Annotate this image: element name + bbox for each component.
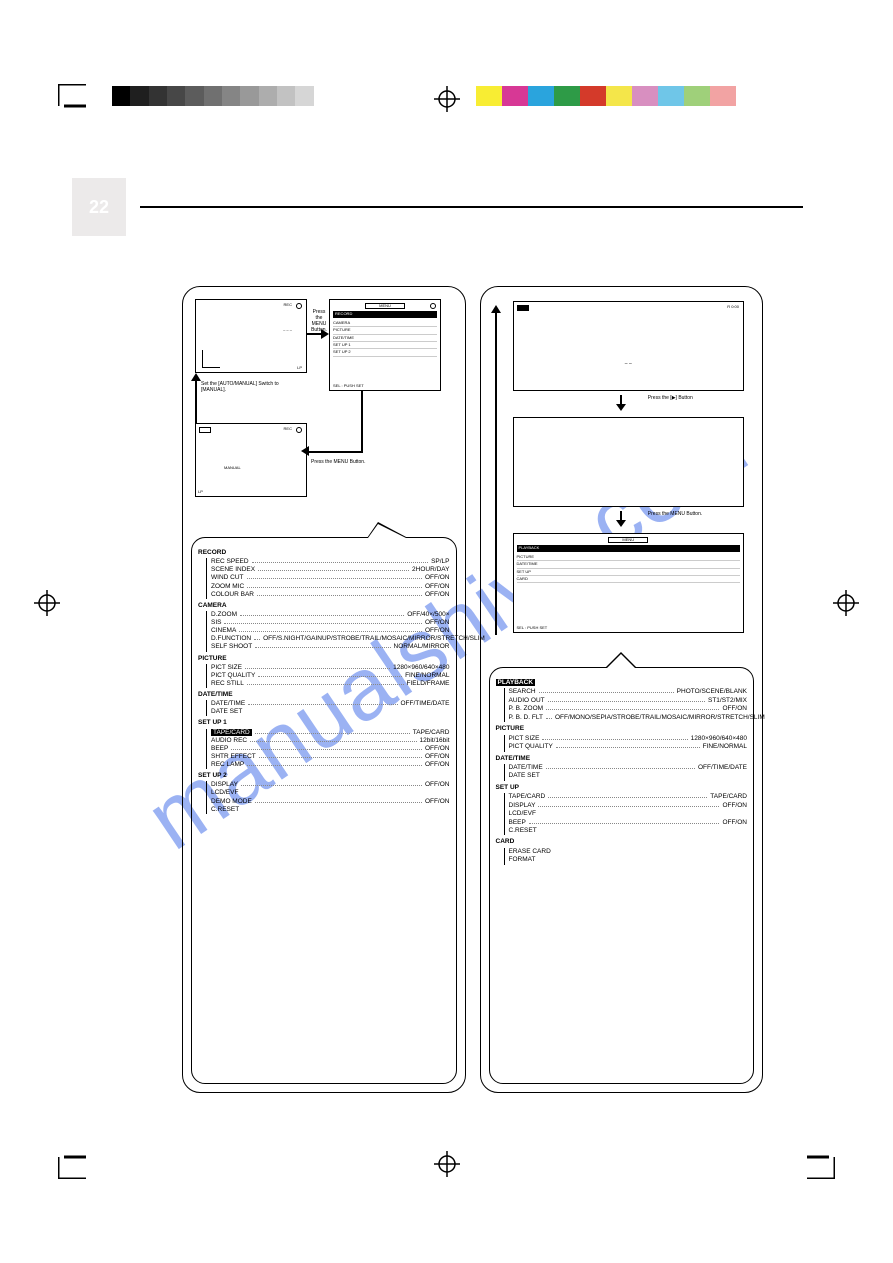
screen-rec-auto: REC – – – LP <box>195 299 307 373</box>
vcr-mode-flow: R 0:00 – – Press the [▶] Button Press th… <box>489 295 755 665</box>
rec-mode-flow: REC – – – LP MENU RECORD CAMERAPICTUREDA… <box>191 295 457 525</box>
arrow-caption-2: Press the MENU Button. <box>648 511 702 517</box>
crop-mark-bl <box>58 1153 98 1179</box>
rec-mode-panel-title: REC MODE Normal Screen <box>183 273 465 285</box>
color-calibration-bar <box>476 86 736 106</box>
arrow-L-head <box>301 446 309 456</box>
screen-vcr-1: R 0:00 – – <box>513 301 745 391</box>
vcr-mode-panel-title: VCR MODE Normal Screen <box>481 273 763 285</box>
screen-menu: MENU RECORD CAMERAPICTUREDATE/TIMESET UP… <box>329 299 441 391</box>
screen-vcr-2 <box>513 417 745 507</box>
crop-mark-br <box>795 1153 835 1179</box>
crop-mark-tl <box>58 84 98 110</box>
grayscale-calibration-bar <box>112 86 332 106</box>
panels-container: REC MODE Normal Screen REC – – – LP MENU… <box>182 286 763 1093</box>
arrow-down-1 <box>614 395 628 418</box>
registration-crosshair-bottom <box>434 1151 460 1177</box>
vcr-mode-panel: VCR MODE Normal Screen R 0:00 – – Press … <box>480 286 764 1093</box>
arrow-label-3: Set the [AUTO/MANUAL] Switch to [MANUAL]… <box>201 381 301 393</box>
arrow-L-h <box>307 451 363 453</box>
page-subtitle: Menu Configuration <box>330 254 453 269</box>
registration-crosshair-left <box>34 590 60 616</box>
arrow-caption-1: Press the [▶] Button <box>648 395 693 401</box>
arrow-tall-left <box>491 305 501 635</box>
arrow-label-2: Press the MENU Button. <box>311 459 367 465</box>
arrow-L-v <box>361 391 363 453</box>
rec-mode-menu-expanded: RECORDREC SPEEDSP/LPSCENE INDEX2HOUR/DAY… <box>191 537 457 1084</box>
registration-crosshair-top <box>434 86 460 112</box>
title-rule <box>140 206 803 208</box>
screen-rec-manual: REC MANUAL LP <box>195 423 307 497</box>
page-number: 22 <box>72 178 126 236</box>
screen-vcr-menu: MENU PLAYBACK PICTUREDATE/TIMESET UPCARD… <box>513 533 745 633</box>
registration-crosshair-right <box>833 590 859 616</box>
arrow-label-1: Press the MENU Button. <box>309 309 329 333</box>
vcr-mode-menu-expanded: PLAYBACKSEARCHPHOTO/SCENE/BLANKAUDIO OUT… <box>489 667 755 1084</box>
page-title: Menu Setting Methods <box>140 182 300 199</box>
arrow-up-left <box>191 373 201 423</box>
arrow-down-2 <box>614 511 628 534</box>
rec-mode-panel: REC MODE Normal Screen REC – – – LP MENU… <box>182 286 466 1093</box>
